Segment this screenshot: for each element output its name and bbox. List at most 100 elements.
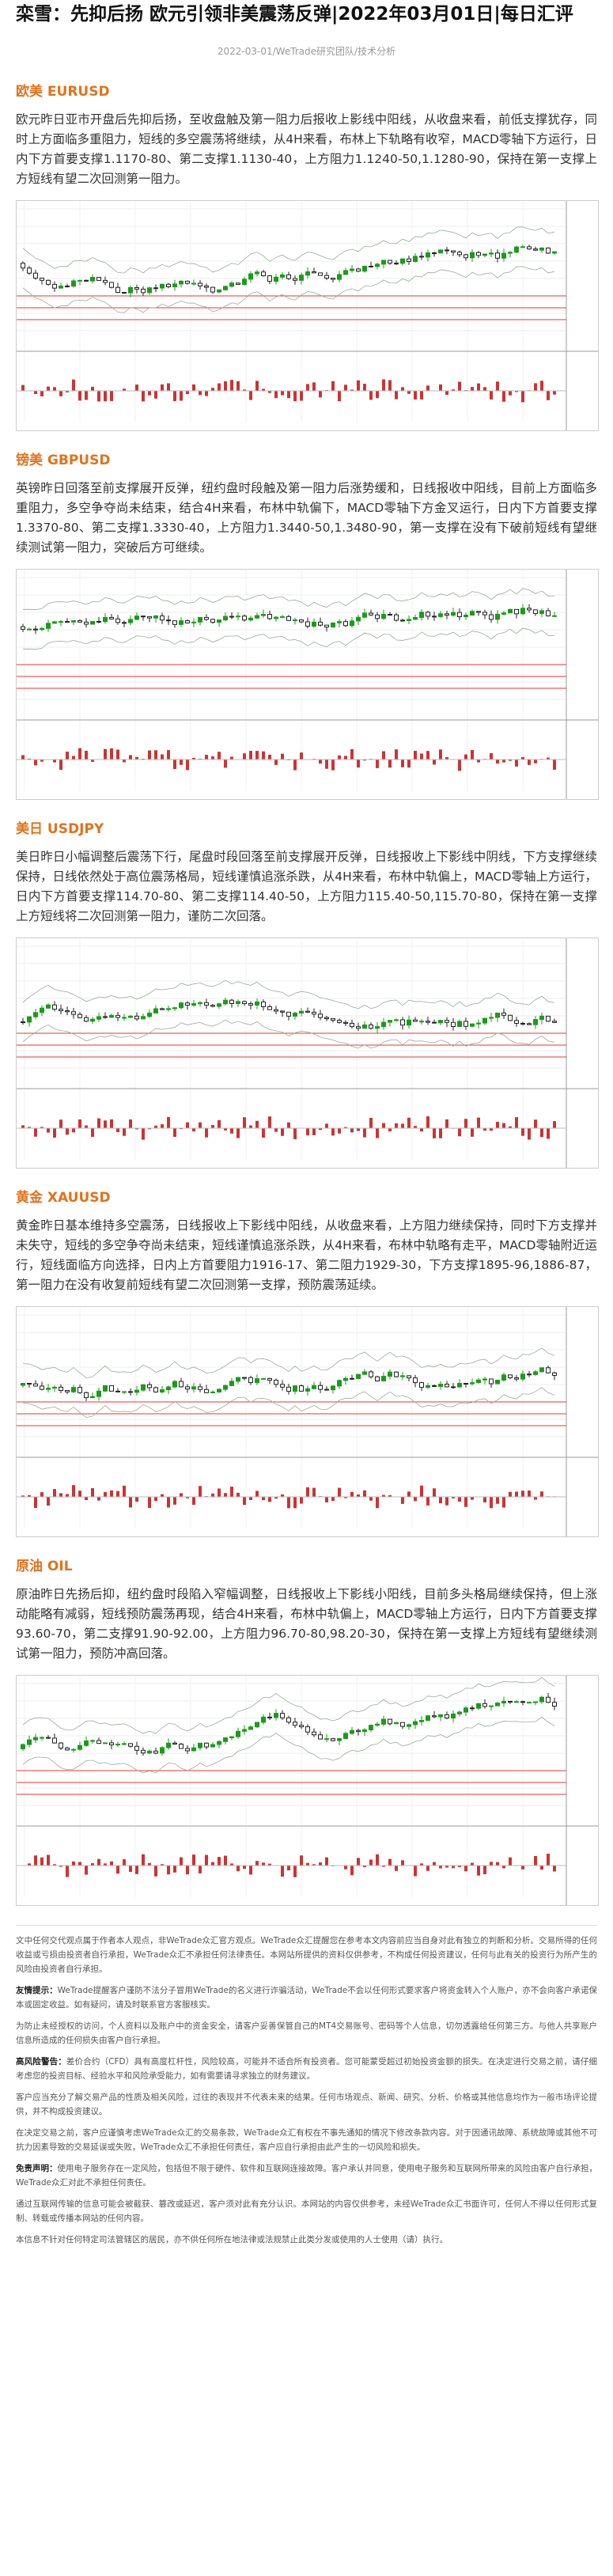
macd-bar [401, 1860, 404, 1866]
chart-bg [17, 1307, 598, 1536]
candle-body [236, 1730, 240, 1737]
candle-body [305, 1388, 310, 1392]
macd-bar [433, 1488, 436, 1497]
macd-bar [471, 387, 474, 391]
band-line [22, 1387, 555, 1419]
disclaimer-text: 在决定交易之前，客户应谨慎考虑WeTrade众汇的交易条款，WeTrade众汇有… [16, 2128, 597, 2152]
candle-body [59, 1386, 63, 1392]
macd-bar [110, 1490, 113, 1497]
macd-bar [458, 381, 461, 391]
macd-bar [53, 1489, 56, 1497]
disclaimer-text: 文中任何交代观点属于作者本人观点，非WeTrade众汇官方观点。WeTrade众… [16, 1936, 597, 1974]
macd-bar [369, 1497, 373, 1501]
candle-body [198, 616, 202, 623]
macd-bar [180, 391, 183, 401]
candle-body [40, 1737, 44, 1739]
macd-bar [53, 1864, 56, 1866]
macd-bar [483, 1128, 486, 1131]
candle-body [52, 1737, 57, 1744]
macd-bar [72, 1128, 75, 1133]
candle-body [546, 1015, 551, 1022]
candle-body [552, 1021, 557, 1023]
macd-bar [85, 1497, 88, 1501]
candle-body [78, 279, 82, 282]
candle-body [508, 608, 513, 614]
candle-body [394, 263, 399, 265]
macd-bar [97, 1118, 100, 1128]
macd-bar [420, 1485, 423, 1497]
candle-body [343, 1733, 348, 1740]
macd-bar [281, 1494, 284, 1497]
candle-body [128, 619, 133, 623]
macd-bar [312, 382, 316, 391]
candle-body [470, 1707, 475, 1710]
candle-body [179, 1381, 184, 1388]
candle-body [476, 1022, 481, 1025]
candle-body [109, 1014, 114, 1018]
macd-bar [192, 1128, 195, 1131]
disclaimer-paragraph: 文中任何交代观点属于作者本人观点，非WeTrade众汇官方观点。WeTrade众… [16, 1934, 597, 1976]
macd-bar [129, 1497, 132, 1508]
macd-bar [78, 1119, 81, 1128]
candle-body [520, 608, 525, 615]
macd-bar [401, 1497, 404, 1504]
macd-bar [135, 1497, 138, 1502]
candle-body [217, 1388, 221, 1393]
candle-body [299, 1010, 304, 1014]
candle-body [381, 1376, 386, 1381]
candle-body [147, 287, 152, 294]
candle-body [115, 1014, 120, 1018]
candle-body [46, 1004, 51, 1009]
macd-bar [47, 1128, 50, 1133]
candle-body [59, 621, 63, 623]
candle-body [198, 1742, 202, 1748]
macd-bar [306, 1487, 309, 1497]
macd-bar [59, 1119, 62, 1128]
macd-bar [363, 1866, 366, 1868]
macd-bar [319, 391, 322, 398]
candle-body [546, 247, 551, 254]
candle-body [267, 1377, 272, 1381]
macd-bar [59, 1493, 62, 1497]
candle-body [375, 1723, 380, 1726]
candle-body [426, 1715, 430, 1722]
candle-body [501, 1012, 506, 1016]
macd-bar [502, 760, 505, 763]
candle-body [248, 273, 253, 280]
candle-body [255, 271, 259, 275]
candle-body [356, 616, 361, 622]
candle-body [84, 1392, 89, 1399]
candle-body [223, 1385, 228, 1390]
macd-bar [483, 387, 486, 391]
macd-bar [97, 391, 100, 402]
macd-bar [471, 1128, 474, 1137]
macd-bar [97, 1497, 100, 1501]
candle-body [229, 1381, 234, 1386]
candle-body [552, 251, 557, 254]
macd-bar [344, 1866, 347, 1869]
macd-bar [502, 391, 505, 402]
candle-body [520, 1373, 525, 1380]
candle-body [432, 1715, 437, 1718]
macd-bar [199, 1122, 202, 1128]
candle-body [362, 265, 367, 272]
macd-bar [414, 1866, 417, 1877]
macd-bar [91, 1863, 94, 1866]
macd-bar [553, 391, 556, 395]
candle-body [229, 999, 234, 1004]
macd-bar [350, 1491, 354, 1497]
macd-bar [236, 1866, 240, 1872]
macd-bar [376, 391, 379, 399]
candle-body [337, 1380, 342, 1387]
candle-body [185, 280, 190, 284]
candle-body [527, 608, 532, 611]
macd-bar [547, 1128, 550, 1139]
candle-body [21, 1382, 25, 1386]
candle-body [400, 619, 405, 622]
macd-bar [34, 1128, 37, 1137]
candle-body [198, 1386, 202, 1390]
macd-bar [388, 1128, 392, 1132]
candle-body [198, 282, 202, 286]
macd-bar [553, 760, 556, 770]
